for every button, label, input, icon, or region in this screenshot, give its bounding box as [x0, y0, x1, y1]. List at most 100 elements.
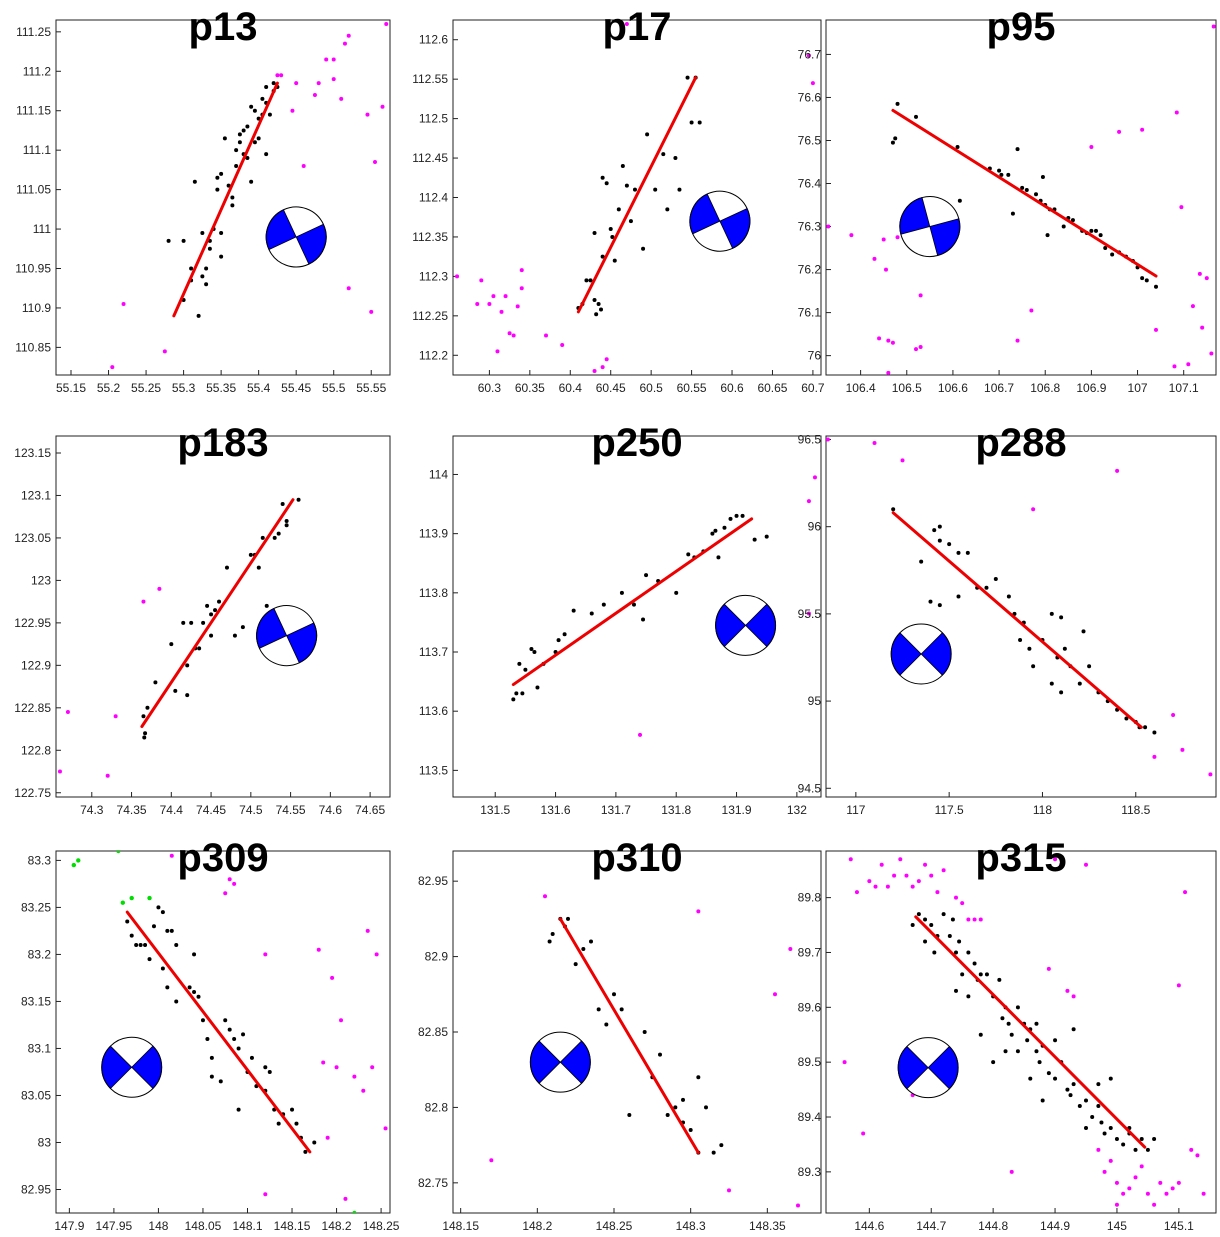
- panel-7-xtick-label: 148.35: [749, 1219, 786, 1233]
- panel-2-ytick-label: 76.4: [798, 177, 822, 191]
- panel-1-outlier-point: [487, 302, 492, 306]
- panel-3-ytick-label: 123.1: [21, 488, 51, 502]
- panel-6-beachball-icon: [101, 1036, 163, 1098]
- panel-2-xtick-label: 106.8: [1030, 381, 1060, 395]
- panel-6-xtick-label: 148.25: [363, 1219, 400, 1233]
- panel-6-outlier-point: [370, 1065, 375, 1070]
- panel-2-xtick-label: 107: [1128, 381, 1148, 395]
- panel-6-inlier-point: [160, 966, 165, 971]
- panel-1-outlier-point: [600, 365, 605, 370]
- panel-5-inlier-point: [947, 542, 952, 547]
- panel-1-inlier-point: [604, 181, 609, 186]
- panel-7-inlier-point: [704, 1105, 708, 1110]
- panel-0-plot-area: [110, 21, 389, 370]
- panel-5-inlier-point: [956, 550, 961, 555]
- panel-4-inlier-point: [722, 525, 727, 530]
- panel-8-ytick-label: 89.6: [798, 1000, 822, 1014]
- panel-1-inlier-point: [685, 75, 690, 80]
- panel-1-inlier-point: [596, 302, 601, 306]
- panel-3-outlier-point: [57, 769, 62, 774]
- panel-2-outlier-point: [918, 345, 923, 350]
- panel-0-xtick-label: 55.45: [281, 381, 311, 395]
- panel-2-outlier-point: [1204, 276, 1209, 281]
- panel-3-inlier-point: [272, 535, 277, 540]
- panel-1-inlier-point: [697, 120, 702, 125]
- panel-8-outlier-point: [1139, 1164, 1144, 1169]
- panel-0-inlier-point: [249, 179, 254, 184]
- panel-7-ytick-label: 82.85: [418, 1025, 448, 1039]
- panel-0-outlier-point: [384, 21, 389, 26]
- panel-3-inlier-point: [296, 497, 301, 502]
- panel-8-outlier-point: [873, 884, 878, 889]
- panel-8-inlier-point: [941, 912, 946, 917]
- panel-0-inlier-point: [237, 132, 242, 137]
- panel-8-outlier-point: [1189, 1147, 1194, 1152]
- panel-1-inlier-point: [610, 234, 615, 239]
- panel-2-inlier-point: [1006, 172, 1011, 177]
- panel-6-inlier-point: [218, 1079, 223, 1084]
- panel-0-outlier-point: [312, 92, 317, 97]
- panel-6-title: p309: [177, 836, 268, 880]
- panel-3-axes: 74.3 74.35 74.4 74.45 74.5 74.55 74.6 74.65 122.…: [14, 421, 391, 817]
- panel-8-inlier-point: [966, 950, 971, 955]
- panel-7-frame: [452, 850, 822, 1214]
- panel-8-inlier-point: [1053, 1038, 1058, 1043]
- panel-8-inlier-point: [957, 939, 962, 944]
- panel-0-inlier-point: [264, 85, 269, 90]
- panel-5-outlier-point: [872, 440, 877, 445]
- panel-3-ytick-label: 122.75: [14, 786, 51, 800]
- panel-4-inlier-point: [529, 647, 534, 652]
- panel-3-ytick-label: 122.8: [21, 743, 51, 757]
- panel-1-axes: 60.3 60.35 60.4 60.45 60.5 60.55 60.6 60.65 60.7…: [412, 5, 825, 395]
- panel-8-inlier-point: [923, 939, 928, 944]
- panel-0-inlier-point: [200, 274, 205, 279]
- panel-0-ytick-label: 111.25: [16, 25, 51, 39]
- panel-2-inlier-point: [1098, 233, 1103, 238]
- panel-1-plot-area: [455, 21, 815, 374]
- panel-5-inlier-point: [965, 550, 970, 555]
- panel-6-outlier-point: [365, 928, 370, 933]
- panel-8-outlier-point: [867, 879, 872, 884]
- panel-0-inlier-point: [226, 183, 231, 188]
- panel-0-inlier-point: [215, 187, 220, 192]
- panel-6-xtick-label: 148: [148, 1219, 168, 1233]
- panel-6-ytick-label: 83.15: [21, 994, 51, 1008]
- panel-3-ytick-label: 123: [31, 573, 51, 587]
- panel-2-outlier-point: [1089, 144, 1094, 149]
- panel-2-ytick-label: 76.7: [798, 47, 822, 61]
- panel-8-xtick-label: 145: [1107, 1219, 1127, 1233]
- panel-5-fit-line: [891, 511, 1143, 729]
- panel-3-inlier-point: [256, 565, 261, 570]
- panel-8-inlier-point: [1009, 1032, 1014, 1037]
- panel-3-inlier-point: [280, 501, 285, 506]
- panel-6-inlier-point: [236, 1107, 241, 1112]
- panel-8-outlier-point: [1114, 1202, 1119, 1207]
- panel-3-inlier-point: [248, 552, 253, 557]
- panel-5-inlier-point: [1081, 629, 1086, 634]
- panel-3-inlier-point: [232, 633, 237, 638]
- panel-7-ytick-label: 82.95: [418, 874, 448, 888]
- panel-2-outlier-point: [890, 340, 895, 345]
- panel-3-frame: [55, 435, 391, 798]
- panel-1-outlier-point: [475, 302, 480, 306]
- panel-1-inlier-point: [632, 187, 637, 192]
- panel-0-outlier-point: [121, 302, 126, 306]
- panel-8-outlier-point: [1084, 862, 1088, 867]
- panel-2-frame: [825, 19, 1217, 376]
- panel-2-outlier-point: [886, 370, 891, 375]
- panel-1-title: p17: [603, 5, 672, 49]
- panel-7-xtick-label: 148.25: [596, 1219, 633, 1233]
- panel-8-inlier-point: [1037, 1060, 1042, 1065]
- panel-3-inlier-point: [240, 625, 245, 630]
- panel-5-ytick-label: 95.5: [798, 607, 822, 621]
- panel-1-xtick-label: 60.35: [515, 381, 545, 395]
- panel-2-outlier-point: [1211, 24, 1216, 29]
- panel-5-outlier-point: [1208, 772, 1213, 777]
- panel-3-inlier-point: [169, 642, 174, 647]
- panel-3-inlier-point: [284, 523, 289, 528]
- panel-6-inlier-point: [125, 919, 130, 924]
- panel-5-frame: [825, 435, 1217, 798]
- panel-4-inlier-point: [734, 513, 739, 518]
- panel-0-outlier-point: [365, 112, 370, 117]
- panel-1-xtick-label: 60.7: [801, 381, 825, 395]
